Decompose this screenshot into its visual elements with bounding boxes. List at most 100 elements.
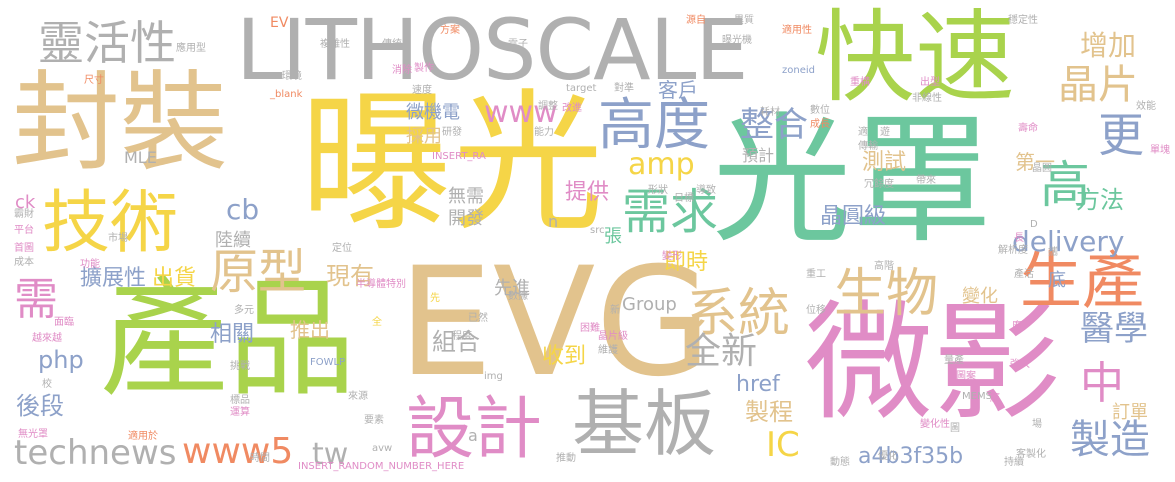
cloud-word: 成長 [810,119,830,130]
cloud-word: 收到 [542,344,587,369]
cloud-word: 整合 [740,105,808,145]
cloud-word: 提供 [565,180,610,205]
cloud-word: src [590,225,605,236]
cloud-word: 帶來 [916,175,936,186]
cloud-word: 開發 [448,208,484,229]
cloud-word: 高 [1040,156,1090,214]
cloud-word: 量產 [944,355,964,366]
cloud-word: 消除 [392,65,412,76]
cloud-word: 底 [1048,270,1066,291]
cloud-word: D [1030,219,1038,230]
cloud-word: ck [15,192,36,213]
cloud-word: 平台 [14,225,34,236]
cloud-word: 重工 [806,269,826,280]
cloud-word: 適 [858,127,868,138]
cloud-word: 方法 [1076,186,1124,214]
cloud-word: 來源 [348,391,368,402]
cloud-word: 中 [1080,358,1124,409]
cloud-word: 推出 [290,318,330,342]
cloud-word: 製程 [745,398,793,426]
cloud-word: avw [372,443,393,454]
cloud-word: 陸續 [215,230,251,251]
cloud-word: 校 [42,379,52,390]
cloud-word: 複雜性 [320,39,350,50]
cloud-word: 電子 [508,39,528,50]
cloud-word: 尺寸 [84,75,104,86]
cloud-word: amp [628,147,695,182]
cloud-word: 封裝 [12,61,229,186]
cloud-word: 曝光 [300,75,604,252]
cloud-word: 穩定性 [1008,15,1038,26]
cloud-word: Group [622,294,677,315]
cloud-word: 需 [14,274,58,325]
cloud-word: php [38,346,84,374]
cloud-word: INSERT_RANDOM_NUMBER_HERE [298,461,465,472]
cloud-word: 壽命 [1018,123,1038,134]
cloud-word: 持續 [1004,457,1024,468]
cloud-word: target [566,83,597,94]
cloud-word: 解析度 [998,245,1028,256]
cloud-word: 出貨 [152,266,197,291]
cloud-word: technews [14,433,177,473]
cloud-word: 形狀 [648,185,668,196]
cloud-word: 應 [990,393,1000,404]
cloud-word: 能力 [534,127,554,138]
cloud-word: MLE [124,148,157,167]
cloud-word: delivery [1012,225,1125,258]
cloud-word: 晶片 [1058,62,1138,108]
cloud-word: 晶圓級 [820,204,887,229]
cloud-word: 變化性 [920,419,950,430]
cloud-word: www [484,95,558,130]
cloud-word: 時間 [250,453,270,464]
cloud-word: 環境 [282,71,302,82]
cloud-word: 測試 [862,150,907,175]
cloud-word: 標品 [230,395,250,406]
cloud-word: 原型 [210,244,307,300]
cloud-word: 相關 [210,322,255,347]
cloud-word: 晶片級 [598,331,628,342]
cloud-word: img [484,371,503,382]
cloud-word: 設計 [406,390,543,469]
cloud-word: 圖案 [956,371,976,382]
cloud-word: 調整 [538,101,558,112]
cloud-word: 單塊 [1150,145,1170,156]
cloud-word: 後段 [16,392,64,420]
cloud-word: 異質 [734,15,754,26]
cloud-word: 靈活性 [38,16,176,70]
cloud-word: 長 [1014,233,1024,244]
cloud-word: 改進 [562,103,582,114]
cloud-word: _blank [270,89,303,100]
cloud-word: 耗材 [760,107,780,118]
cloud-word: 數位 [810,105,830,116]
cloud-word: 適用於 [128,431,158,442]
cloud-word: www5 [182,431,294,472]
cloud-word: 系統 [686,284,791,344]
cloud-word: 位移 [806,305,826,316]
cloud-word: 生產 [1020,244,1145,317]
cloud-word: tw [312,437,349,472]
cloud-word: 功能 [80,259,100,270]
cloud-word: 定位 [332,243,352,254]
cloud-word: 微影 [805,289,1062,438]
cloud-word: IC [766,425,800,465]
cloud-word: 變化 [962,286,998,307]
cloud-word: 生物 [834,264,939,324]
cloud-word: 源自 [686,15,706,26]
cloud-word: 動態 [830,457,850,468]
cloud-word: href [736,372,780,397]
cloud-word: 客戶 [658,78,698,102]
cloud-word: 出型 [920,77,940,88]
cloud-word: a [468,426,478,445]
cloud-word: 組合 [432,328,480,356]
cloud-word: 先進 [494,278,530,299]
cloud-word: 光罩 [712,100,993,263]
cloud-word: 遊 [880,127,890,138]
cloud-word: 傳統 [382,39,402,50]
cloud-word: 快速 [815,0,1015,116]
cloud-word: 技術 [42,184,179,263]
cloud-word: 優化 [878,451,898,462]
cloud-word: 高階 [874,261,894,272]
cloud-word: 應用型 [176,43,206,54]
cloud-word: LITHOSCALE [236,1,748,99]
